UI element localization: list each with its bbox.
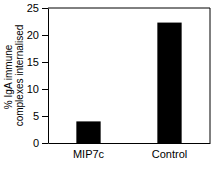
y-tick: 5 (33, 110, 48, 122)
y-axis-title-line: complexes internalised (14, 25, 25, 127)
y-axis: 0 5 10 15 20 25 (27, 2, 49, 149)
y-tick-mark (42, 89, 48, 90)
frame (210, 8, 211, 143)
y-tick-mark (42, 143, 48, 144)
x-tick: MIP7c (73, 143, 105, 160)
x-tick-label: Control (152, 148, 187, 160)
y-tick-label: 0 (33, 137, 39, 149)
x-axis-line (49, 143, 211, 144)
x-tick: Control (152, 143, 187, 160)
y-tick-label: 25 (27, 2, 39, 14)
chart: 0 5 10 15 20 25 MIP7c Control % IgA immune compl… (0, 0, 220, 178)
y-tick-label: 15 (27, 56, 39, 68)
y-tick-mark (42, 8, 48, 9)
y-tick-mark (42, 35, 48, 36)
x-axis: MIP7c Control (49, 143, 211, 160)
y-tick: 25 (27, 2, 48, 14)
y-axis-title-line: % IgA immune (3, 42, 14, 109)
y-tick: 0 (33, 137, 48, 149)
bar (76, 121, 100, 143)
plot: 0 5 10 15 20 25 MIP7c Control (27, 2, 211, 160)
y-tick: 20 (27, 29, 48, 41)
y-tick-label: 10 (27, 83, 39, 95)
y-tick-label: 20 (27, 29, 39, 41)
bar (157, 23, 181, 143)
y-tick: 10 (27, 83, 48, 95)
y-tick-label: 5 (33, 110, 39, 122)
y-tick-mark (42, 116, 48, 117)
y-axis-title: % IgA immune complexes internalised (3, 25, 25, 127)
y-tick-mark (42, 62, 48, 63)
y-axis-line (48, 9, 49, 144)
y-tick: 15 (27, 56, 48, 68)
bars (76, 23, 181, 143)
frame (48, 8, 210, 9)
x-tick-label: MIP7c (73, 148, 105, 160)
